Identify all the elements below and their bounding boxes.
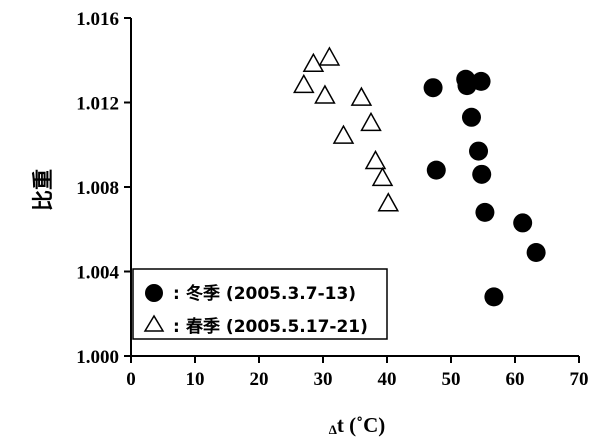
legend-separator: : — [173, 317, 180, 337]
x-axis-label-text: t (˚C) — [337, 413, 385, 437]
y-tick-label: 1.012 — [76, 94, 119, 115]
data-point-winter — [471, 71, 491, 91]
legend-marker-open-triangle — [143, 314, 165, 332]
svg-text:Δt (˚C): Δt (˚C) — [329, 413, 386, 437]
data-point-winter — [426, 160, 446, 180]
data-point-winter — [484, 287, 504, 307]
x-axis-label: Δt (˚C) — [329, 413, 386, 437]
data-point-winter — [423, 78, 443, 98]
y-tick-label: 1.000 — [76, 347, 119, 368]
legend-label-winter: 冬季 (2005.3.7-13) — [186, 283, 356, 304]
data-point-spring — [364, 149, 387, 170]
data-point-winter — [475, 202, 495, 222]
x-tick-label: 10 — [186, 369, 205, 390]
x-tick-label: 0 — [126, 369, 136, 390]
data-points — [293, 46, 546, 307]
x-tick-label: 30 — [314, 369, 333, 390]
data-point-spring — [332, 124, 355, 144]
data-point-winter — [461, 107, 481, 127]
x-tick-label: 40 — [378, 369, 397, 390]
data-point-spring — [371, 166, 394, 187]
legend-item-spring: : 春季 (2005.5.17-21) — [143, 314, 368, 337]
data-point-spring — [314, 84, 336, 104]
y-axis-ticks: 1.000 1.004 1.008 1.012 1.016 — [76, 9, 131, 368]
x-axis-label-delta: Δ — [329, 422, 337, 437]
legend: : 冬季 (2005.3.7-13) : 春季 (2005.5.17-21) — [132, 268, 388, 340]
legend-item-winter: : 冬季 (2005.3.7-13) — [145, 283, 356, 304]
legend-marker-filled-circle — [145, 284, 163, 302]
data-point-winter — [526, 242, 546, 262]
data-point-winter — [513, 213, 533, 233]
data-point-spring — [350, 86, 373, 106]
data-point-spring — [360, 111, 382, 132]
data-point-spring — [318, 46, 341, 66]
x-tick-label: 20 — [250, 369, 269, 390]
data-point-winter — [469, 141, 489, 161]
y-tick-label: 1.016 — [76, 9, 119, 30]
data-point-winter — [472, 164, 492, 184]
data-point-spring — [302, 52, 325, 73]
legend-box — [132, 268, 388, 340]
data-point-spring — [377, 192, 400, 212]
legend-separator: : — [173, 284, 180, 304]
x-tick-label: 70 — [570, 369, 589, 390]
x-tick-label: 50 — [442, 369, 461, 390]
legend-label-spring: 春季 (2005.5.17-21) — [186, 316, 368, 337]
y-tick-label: 1.008 — [76, 178, 119, 199]
y-tick-label: 1.004 — [76, 263, 119, 284]
x-tick-label: 60 — [506, 369, 525, 390]
data-point-spring — [293, 73, 315, 94]
x-axis-ticks: 0 10 20 30 40 50 60 70 — [126, 356, 589, 390]
y-axis-label: 比重 — [31, 169, 55, 211]
